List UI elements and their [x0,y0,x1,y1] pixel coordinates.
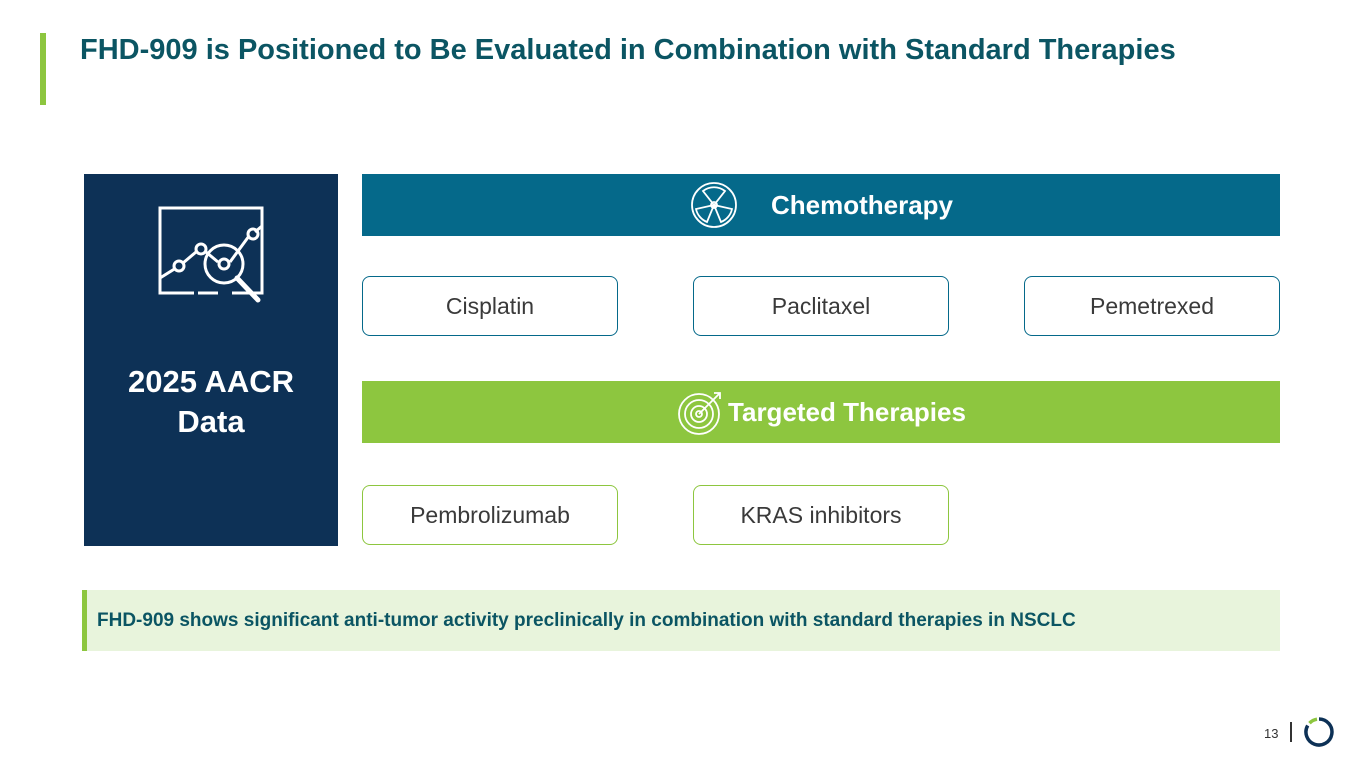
drug-cisplatin: Cisplatin [362,276,618,336]
drug-paclitaxel: Paclitaxel [693,276,949,336]
drug-kras-inhibitors: KRAS inhibitors [693,485,949,545]
aacr-data-label: 2025 AACR Data [84,362,338,442]
company-logo-ring [1304,717,1334,747]
chemotherapy-label: Chemotherapy [770,189,954,220]
label-line-2: Data [177,404,245,439]
aacr-data-panel [84,174,338,546]
footer-divider [1290,722,1292,742]
page-number: 13 [1264,726,1279,741]
page-title: FHD-909 is Positioned to Be Evaluated in… [80,34,1176,66]
drug-pemetrexed: Pemetrexed [1024,276,1280,336]
targeted-therapies-header: Targeted Therapies [362,381,1280,443]
radiation-icon [691,182,737,228]
label-line-1: 2025 AACR [128,364,294,399]
key-takeaway-callout: FHD-909 shows significant anti-tumor act… [82,590,1280,651]
chemotherapy-header: Chemotherapy [362,174,1280,236]
chart-magnifier-icon [158,206,264,303]
targeted-therapies-label: Targeted Therapies [728,396,966,427]
title-accent-bar [40,33,46,105]
drug-pembrolizumab: Pembrolizumab [362,485,618,545]
target-icon [678,392,721,435]
